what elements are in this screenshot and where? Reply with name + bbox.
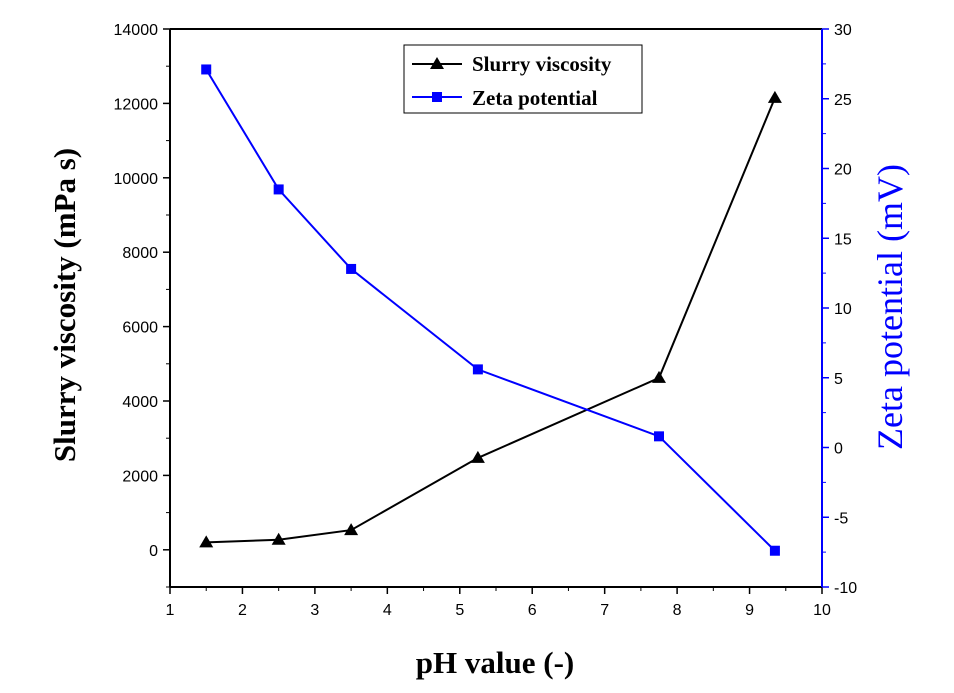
viscosity-point: [470, 450, 485, 463]
series-line-zeta: [205, 68, 776, 552]
viscosity-point: [652, 370, 666, 383]
legend-marker-viscosity: [430, 57, 444, 69]
x-tick-label: 10: [813, 602, 831, 619]
x-tick-label: 7: [600, 602, 609, 619]
legend-label-viscosity: Slurry viscosity: [472, 52, 612, 76]
x-tick-label: 8: [673, 602, 682, 619]
y-right-tick-label: 0: [834, 441, 843, 458]
y-left-tick-label: 8000: [122, 245, 158, 262]
zeta-point: [472, 364, 483, 375]
viscosity-point: [271, 532, 286, 545]
y-axis-right-label: Zeta potential (mV): [870, 164, 910, 450]
y-right-tick-label: 30: [834, 22, 852, 39]
zeta-point: [201, 64, 212, 75]
x-tick-label: 4: [383, 602, 392, 619]
viscosity-point: [767, 90, 782, 103]
zeta-point: [273, 184, 284, 195]
y-right-tick-label: 5: [834, 371, 843, 388]
x-tick-label: 2: [238, 602, 247, 619]
viscosity-point: [199, 535, 214, 548]
x-tick-label: 1: [166, 602, 175, 619]
y-left-tick-label: 14000: [114, 22, 159, 39]
legend: Slurry viscosity Zeta potential: [403, 44, 643, 114]
x-tick-label: 6: [528, 602, 537, 619]
zeta-point: [769, 545, 780, 556]
series-layer: [199, 64, 782, 556]
x-axis-label: pH value (-): [416, 645, 574, 680]
y-right-tick-label: 10: [834, 301, 852, 318]
y-right-tick-label: 25: [834, 92, 852, 109]
y-left-tick-label: 4000: [122, 394, 158, 411]
y-left-tick-label: 10000: [114, 171, 159, 188]
zeta-point: [654, 431, 664, 442]
y-right-tick-label: 20: [834, 162, 852, 179]
zeta-point: [346, 263, 357, 274]
x-tick-label: 9: [745, 602, 754, 619]
legend-label-zeta: Zeta potential: [472, 86, 598, 110]
y-right-tick-label: -10: [834, 580, 857, 597]
y-left-tick-label: 12000: [114, 96, 159, 113]
y-left-tick-label: 0: [149, 543, 158, 560]
y-right-tick-label: -5: [834, 510, 848, 527]
y-left-tick-label: 2000: [122, 468, 158, 485]
series-line-viscosity: [206, 97, 776, 544]
legend-box: [403, 44, 643, 114]
legend-marker-zeta: [432, 92, 442, 102]
y-right-tick-label: 15: [834, 231, 852, 248]
y-axis-left-label: Slurry viscosity (mPa s): [47, 148, 82, 462]
axes-layer: 1 2 3 4 5 6 7 8 9 10 0 2000 4000 6000 8000 10000 12000 14…: [114, 22, 858, 619]
viscosity-point: [344, 523, 359, 536]
x-tick-label: 3: [310, 602, 319, 619]
y-left-tick-label: 6000: [122, 320, 158, 337]
x-tick-label: 5: [455, 602, 464, 619]
